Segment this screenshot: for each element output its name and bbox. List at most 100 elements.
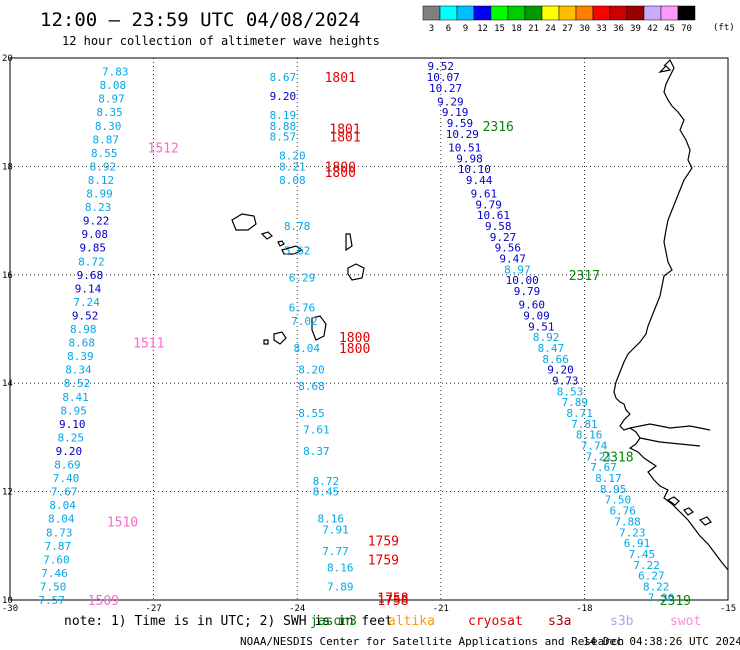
wave-height-value: 8.21: [279, 160, 306, 173]
sao-nicolau-island: [281, 245, 304, 255]
bijagos-islands-1: [666, 496, 680, 506]
wave-height-value: 8.16: [317, 513, 344, 526]
wave-height-value: 7.89: [327, 580, 354, 593]
pass-time-label: 2318: [602, 450, 633, 465]
wave-height-value: 8.73: [46, 526, 73, 539]
pass-time-label: 1800: [325, 166, 356, 181]
sao-vicente-island: [260, 231, 273, 240]
wave-height-value: 8.92: [533, 331, 560, 344]
wave-height-value: 9.29: [437, 95, 464, 108]
wave-height-value: 9.98: [456, 152, 483, 165]
wave-height-value: 8.97: [504, 263, 531, 276]
wave-height-value: 7.74: [581, 440, 608, 453]
wave-height-value: 9.22: [83, 215, 110, 228]
wave-height-value: 7.23: [619, 526, 646, 539]
fogo-island: [273, 331, 287, 345]
satellite-legend-altika: altika: [388, 614, 435, 629]
lat-lon-grid: -30 -27 -24 -21 -18 -15 20 18 16 14 12 10: [2, 54, 736, 614]
wave-height-value: 8.08: [279, 174, 306, 187]
wave-height-value: 7.88: [614, 515, 641, 528]
bijagos-islands-2: [683, 507, 694, 516]
santiago-island: [311, 315, 327, 341]
colorbar-swatch: [643, 5, 662, 21]
wave-height-value: 8.22: [643, 580, 670, 593]
footer-timestamp: 14 Dec 04:38:26 UTC 2024: [583, 635, 740, 648]
wave-height-value: 8.71: [566, 407, 593, 420]
pass-time-label: 1801: [325, 71, 356, 86]
wave-height-value: 7.89: [562, 396, 589, 409]
wave-height-value: 9.68: [77, 269, 104, 282]
colorbar-tick-label: 9: [463, 24, 468, 34]
wave-height-value: 7.67: [590, 461, 617, 474]
wave-height-value: 10.61: [477, 209, 510, 222]
wave-height-value: 9.60: [518, 299, 545, 312]
lat-tick-label: 14: [2, 379, 13, 389]
wave-height-value: 8.35: [96, 106, 123, 119]
santo-antao-island: [231, 213, 257, 231]
colorbar-swatch: [558, 5, 577, 21]
wave-height-value: 8.66: [542, 353, 569, 366]
wave-height-value: 5.62: [284, 244, 311, 257]
wave-height-value: 10.27: [429, 82, 462, 95]
wave-height-value: 8.53: [557, 385, 584, 398]
colorbar-swatch: [609, 5, 628, 21]
wave-height-value: 9.08: [81, 228, 108, 241]
wave-height-value: 8.87: [92, 133, 119, 146]
pass-time-labels: 1801180118011800180018001800175917591758…: [88, 71, 691, 609]
colorbar-tick-label: 24: [545, 24, 556, 34]
lon-tick-label: -18: [576, 604, 592, 614]
wave-height-value: 8.98: [70, 323, 97, 336]
colorbar-swatch: [541, 5, 560, 21]
colorbar-tick-label: 18: [511, 24, 522, 34]
pass-time-label: 1512: [148, 141, 179, 156]
wave-height-value: 7.50: [40, 580, 67, 593]
wave-height-labels: 7.838.088.978.358.308.878.558.928.128.99…: [38, 60, 674, 607]
wave-height-value: 8.34: [65, 364, 92, 377]
wave-height-value: 8.20: [298, 364, 325, 377]
wave-height-value: 8.55: [298, 407, 325, 420]
colorbar-swatch: [473, 5, 492, 21]
wave-height-value: 9.19: [442, 106, 469, 119]
satellite-legend-s3a: s3a: [548, 614, 571, 629]
lon-tick-label: -27: [145, 604, 161, 614]
wave-height-value: 9.59: [447, 117, 474, 130]
wave-height-value: 8.88: [270, 120, 297, 133]
satellite-legend: jason3 altika cryosat s3a s3b swot: [310, 614, 701, 629]
colorbar-swatch: [592, 5, 611, 21]
wave-height-value: 9.47: [499, 253, 526, 266]
wave-height-value: 8.04: [49, 499, 76, 512]
lat-tick-label: 20: [2, 54, 13, 64]
pass-time-label: 1800: [339, 331, 370, 346]
coastline-layer: [231, 58, 729, 571]
wave-height-value: 8.45: [313, 486, 340, 499]
colorbar-swatch: [439, 5, 458, 21]
wave-height-value: 8.39: [67, 350, 94, 363]
pass-time-label: 1758: [377, 594, 408, 609]
footer-note: note: 1) Time is in UTC; 2) SWH is in fe…: [64, 614, 393, 629]
wave-height-value: 8.04: [48, 513, 75, 526]
wave-height-value: 8.25: [58, 431, 85, 444]
pass-time-label: 2316: [483, 120, 514, 135]
wave-height-value: 7.77: [322, 545, 349, 558]
wave-height-value: 8.19: [270, 109, 297, 122]
colorbar-swatch: [524, 5, 543, 21]
pass-time-label: 1801: [329, 122, 360, 137]
sal-island: [345, 233, 353, 252]
wave-height-value: 7.50: [605, 494, 632, 507]
lon-tick-label: -24: [289, 604, 305, 614]
pass-time-label: 1800: [339, 342, 370, 357]
wave-height-value: 9.79: [475, 198, 502, 211]
wave-height-value: 6.76: [289, 301, 316, 314]
wave-height-value: 8.72: [78, 255, 105, 268]
wave-height-value: 7.61: [303, 423, 330, 436]
wave-height-value: 8.67: [270, 71, 297, 84]
wave-height-value: 9.52: [72, 309, 99, 322]
wave-height-value: 8.92: [90, 160, 117, 173]
colorbar-swatch: [677, 5, 696, 21]
satellite-legend-jason3: jason3: [310, 614, 357, 629]
colorbar-tick-label: 39: [630, 24, 641, 34]
colorbar-swatch: [575, 5, 594, 21]
colorbar-swatch: [626, 5, 645, 21]
wave-height-value: 8.69: [54, 459, 81, 472]
